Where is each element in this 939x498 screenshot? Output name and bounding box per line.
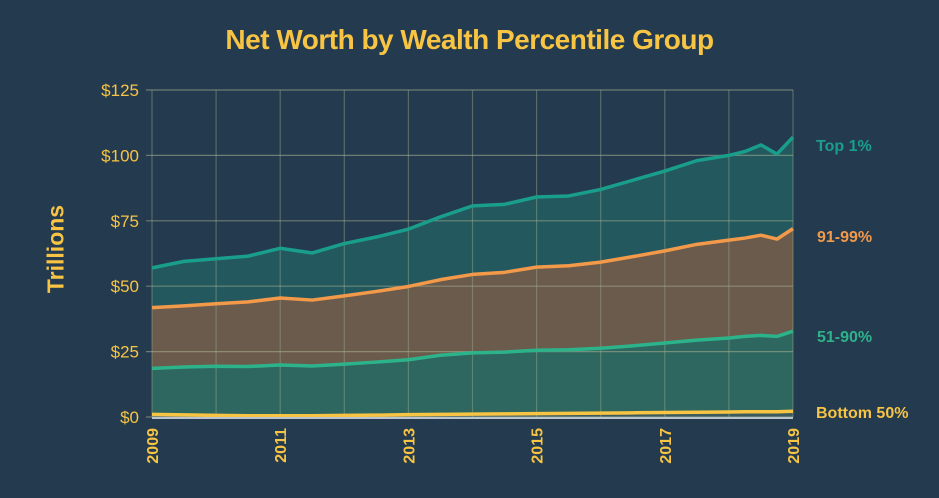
x-tick-label: 2013 bbox=[401, 428, 418, 464]
x-tick-label: 2019 bbox=[786, 428, 803, 464]
x-axis-ticks: 2009 2011 2013 2015 2017 2019 bbox=[145, 428, 803, 464]
area-51-90- bbox=[152, 331, 793, 417]
y-tick-label: $50 bbox=[111, 277, 139, 296]
label-51-90: 51-90% bbox=[817, 329, 872, 346]
x-tick-label: 2015 bbox=[530, 428, 547, 464]
y-tick-label: $25 bbox=[111, 343, 139, 362]
chart-title: Net Worth by Wealth Percentile Group bbox=[225, 24, 714, 55]
label-bottom-50: Bottom 50% bbox=[816, 405, 908, 422]
series-lines bbox=[151, 135, 795, 418]
line-51-90- bbox=[151, 329, 794, 371]
line-bottom-50- bbox=[151, 409, 794, 418]
y-axis-ticks: $0 $25 $50 $75 $100 $125 bbox=[101, 81, 139, 427]
x-tick-label: 2017 bbox=[658, 428, 675, 464]
label-91-99: 91-99% bbox=[817, 229, 872, 246]
y-tick-label: $0 bbox=[120, 408, 139, 427]
y-tick-label: $100 bbox=[101, 146, 139, 165]
y-tick-label: $75 bbox=[111, 212, 139, 231]
line-top-1- bbox=[151, 135, 795, 270]
line-91-99- bbox=[151, 227, 794, 310]
x-tick-label: 2009 bbox=[145, 428, 162, 464]
y-tick-label: $125 bbox=[101, 81, 139, 100]
x-tick-label: 2011 bbox=[273, 428, 290, 463]
label-top-1: Top 1% bbox=[816, 138, 872, 155]
gridlines bbox=[146, 89, 794, 418]
